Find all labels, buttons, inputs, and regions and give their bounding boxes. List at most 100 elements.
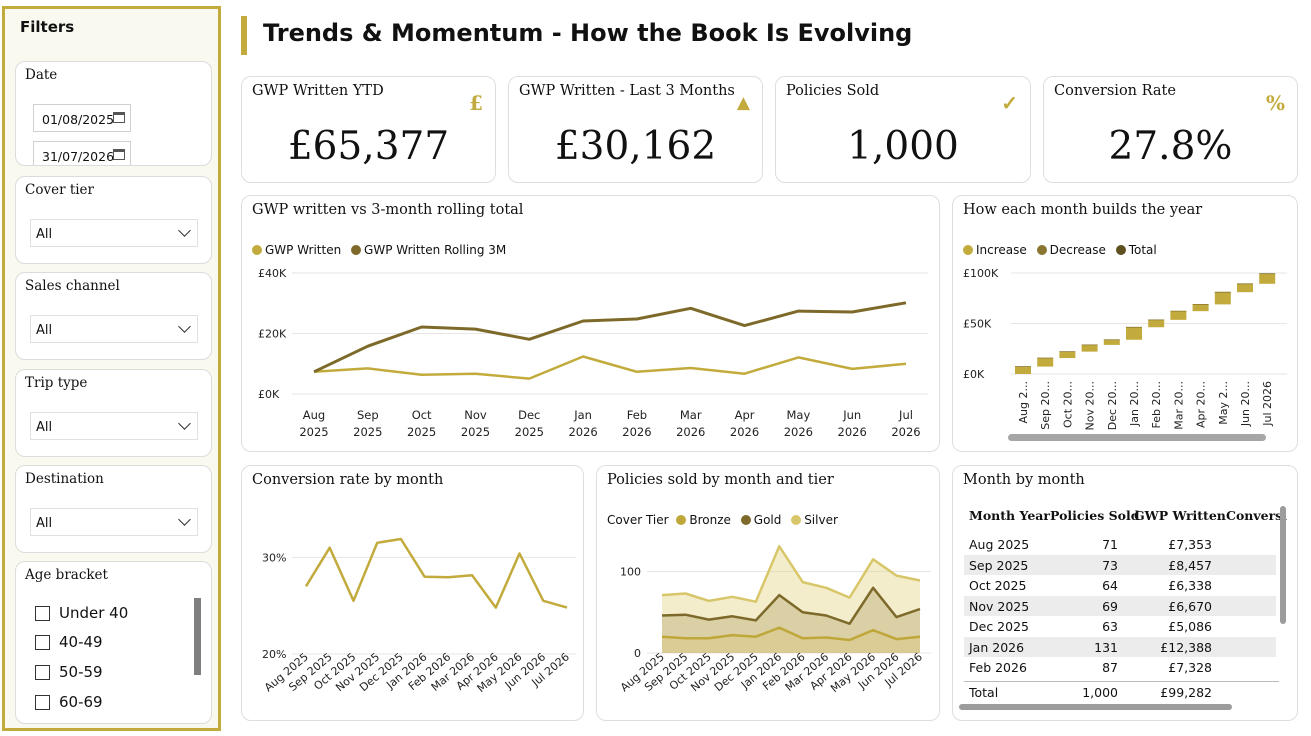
column-header[interactable]: Conversi <box>1226 508 1287 523</box>
x-tick-label: 2026 <box>730 425 759 439</box>
line-silver <box>661 545 921 603</box>
x-tick-label: 2025 <box>353 425 382 439</box>
checkbox[interactable] <box>35 665 50 680</box>
waterfall-bar <box>1015 366 1031 374</box>
calendar-icon[interactable] <box>113 149 125 160</box>
x-tick-label: Nov <box>464 408 487 422</box>
table-cell: £6,338 <box>1168 578 1212 593</box>
checkbox[interactable] <box>35 695 50 710</box>
series-line-gwp <box>313 355 907 380</box>
chart-title: GWP written vs 3-month rolling total <box>252 202 524 218</box>
y-tick-label: £0K <box>963 368 985 381</box>
chevron-down-icon <box>178 417 191 430</box>
table-cell: £6,670 <box>1168 598 1212 614</box>
legend-item-total[interactable]: Total <box>1115 243 1157 257</box>
chevron-down-icon <box>178 224 191 237</box>
table-row[interactable]: Feb 2026 87 £7,328 <box>964 657 1276 678</box>
x-tick-label: 2025 <box>461 425 490 439</box>
table-horizontal-scrollbar[interactable] <box>959 704 1232 710</box>
legend-item-gwp[interactable]: GWP Written <box>252 243 341 257</box>
conversion-chart-card: Conversion rate by month 20% 30% Aug 2025 S… <box>241 465 584 721</box>
checkbox[interactable] <box>35 635 50 650</box>
y-tick-label: 20% <box>262 648 286 661</box>
table-row[interactable]: Sep 2025 73 £8,457 <box>964 554 1276 575</box>
y-tick-label: £0K <box>258 388 280 401</box>
legend-item-increase[interactable]: Increase <box>963 243 1027 257</box>
kpi-gwp-ytd: GWP Written YTD £ £65,377 <box>241 76 496 183</box>
x-tick-label: Feb <box>627 408 647 422</box>
x-tick-label: Mar 20... <box>1172 381 1185 430</box>
column-header[interactable]: GWP Written <box>1134 508 1226 523</box>
table-cell: 63 <box>1102 619 1118 634</box>
table-cell: 64 <box>1102 578 1118 593</box>
kpi-label: GWP Written - Last 3 Months <box>519 83 735 99</box>
x-tick-label: Aug <box>303 408 325 422</box>
area-silver <box>662 546 920 653</box>
x-tick-label: Oct 20... <box>1061 381 1074 428</box>
legend-item-gold[interactable]: Gold <box>740 513 781 527</box>
trip-type-value: All <box>36 420 53 435</box>
trip-type-select[interactable]: All <box>30 412 198 440</box>
destination-value: All <box>36 516 53 531</box>
kpi-gwp-3m: GWP Written - Last 3 Months ▲ £30,162 <box>508 76 763 183</box>
x-tick-label: Aug 2... <box>1017 381 1030 423</box>
x-tick-label: Jul 2026 <box>1261 381 1274 427</box>
series-line-rolling <box>313 301 907 374</box>
waterfall-bar <box>1214 292 1231 305</box>
x-tick-label: Jan <box>573 408 592 422</box>
y-tick-label: 30% <box>262 551 286 564</box>
table-cell: £7,328 <box>1168 660 1212 675</box>
chart-horizontal-scrollbar[interactable] <box>1008 434 1266 441</box>
table-vertical-scrollbar[interactable] <box>1280 506 1286 624</box>
x-tick-label: Jun <box>842 408 861 422</box>
line-bronze <box>661 626 921 642</box>
column-header[interactable]: Policies Sold <box>1050 508 1140 523</box>
waterfall-bar <box>1126 327 1142 340</box>
end-date-input[interactable]: 31/07/2026 <box>33 141 131 165</box>
line-gold <box>661 586 921 625</box>
table-cell: 1,000 <box>1082 685 1118 700</box>
waterfall-bar <box>1081 344 1098 352</box>
table-row[interactable]: Dec 2025 63 £5,086 <box>964 616 1276 637</box>
calendar-icon[interactable] <box>113 112 125 123</box>
table-cell: £99,282 <box>1160 685 1212 700</box>
trip-type-filter: Trip type All <box>15 369 212 457</box>
table-row[interactable]: Oct 2025 64 £6,338 <box>964 575 1276 596</box>
waterfall-bar <box>1170 311 1187 320</box>
legend-item-silver[interactable]: Silver <box>791 513 838 527</box>
x-tick-label: 2026 <box>891 425 920 439</box>
table-cell: 131 <box>1094 639 1118 655</box>
age-bracket-label: Age bracket <box>25 567 108 583</box>
start-date-input[interactable]: 01/08/2025 <box>33 104 131 132</box>
legend-item-rolling[interactable]: GWP Written Rolling 3M <box>351 243 506 257</box>
table-cell: 71 <box>1102 537 1118 552</box>
x-tick-label: 2026 <box>568 425 597 439</box>
x-tick-label: Apr <box>735 408 755 422</box>
y-tick-label: £20K <box>258 328 287 341</box>
legend-item-decrease[interactable]: Decrease <box>1036 243 1106 257</box>
table-row[interactable]: Jan 2026 131 £12,388 <box>964 636 1276 657</box>
table-cell: Oct 2025 <box>969 578 1027 593</box>
chart-legend: GWP Written GWP Written Rolling 3M <box>252 243 512 257</box>
x-tick-label: Sep <box>357 408 379 422</box>
checkbox[interactable] <box>35 606 50 621</box>
y-tick-label: £100K <box>963 267 999 280</box>
table-row[interactable]: Nov 2025 69 £6,670 <box>964 595 1276 616</box>
table-row[interactable]: Aug 2025 71 £7,353 <box>964 534 1276 555</box>
table-cell: £5,086 <box>1168 619 1212 634</box>
destination-select[interactable]: All <box>30 508 198 536</box>
x-tick-label: 2026 <box>838 425 867 439</box>
destination-filter: Destination All <box>15 465 212 553</box>
cover-tier-select[interactable]: All <box>30 219 198 247</box>
legend-item-bronze[interactable]: Bronze <box>676 513 731 527</box>
column-header[interactable]: Month Year <box>969 508 1050 523</box>
kpi-value: 27.8% <box>1108 124 1233 169</box>
sales-channel-select[interactable]: All <box>30 315 198 343</box>
x-tick-label: Sep 20... <box>1039 381 1052 430</box>
x-tick-label: Nov 20... <box>1084 381 1097 430</box>
waterfall-bar <box>1259 273 1276 284</box>
kpi-label: GWP Written YTD <box>252 83 384 99</box>
age-bracket-filter: Age bracket Under 40 40-49 50-59 60-69 <box>15 561 212 724</box>
age-list-scrollbar[interactable] <box>194 598 201 675</box>
percent-icon: % <box>1265 91 1285 115</box>
